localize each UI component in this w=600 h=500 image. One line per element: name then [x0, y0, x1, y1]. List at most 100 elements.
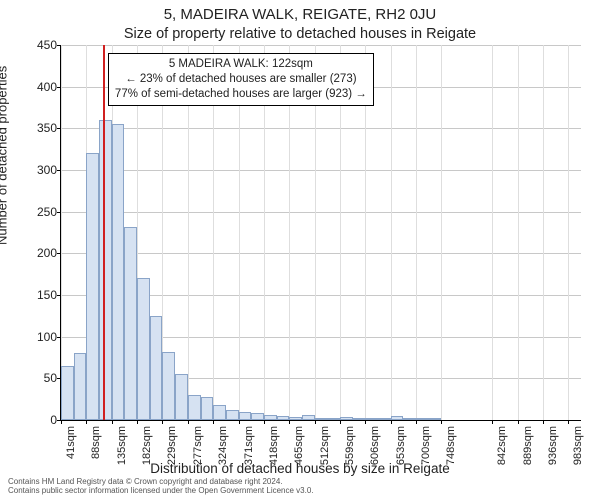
- xtick-label: 88sqm: [90, 426, 102, 459]
- xtick-label: 653sqm: [395, 426, 407, 465]
- ytick-label: 450: [37, 38, 57, 52]
- xtick-label: 700sqm: [420, 426, 432, 465]
- gridline-h: [61, 212, 581, 213]
- chart-container: 5, MADEIRA WALK, REIGATE, RH2 0JU Size o…: [0, 0, 600, 500]
- histogram-bar: [201, 397, 214, 420]
- histogram-bar: [391, 416, 404, 420]
- histogram-bar: [112, 124, 125, 420]
- xtick-mark: [86, 420, 87, 424]
- histogram-bar: [365, 418, 378, 421]
- gridline-v: [543, 45, 544, 420]
- xtick-label: 324sqm: [217, 426, 229, 465]
- gridline-h: [61, 170, 581, 171]
- histogram-bar: [315, 418, 328, 421]
- ytick-label: 350: [37, 121, 57, 135]
- ytick-label: 100: [37, 330, 57, 344]
- xtick-label: 936sqm: [547, 426, 559, 465]
- annotation-line: 77% of semi-detached houses are larger (…: [115, 87, 367, 102]
- xtick-label: 135sqm: [116, 426, 128, 465]
- histogram-bar: [416, 418, 429, 420]
- xtick-label: 842sqm: [496, 426, 508, 465]
- ytick-label: 0: [50, 413, 57, 427]
- gridline-v: [518, 45, 519, 420]
- gridline-h: [61, 45, 581, 46]
- plot-area: 05010015020025030035040045041sqm88sqm135…: [60, 45, 581, 421]
- ytick-label: 50: [44, 371, 57, 385]
- histogram-bar: [74, 353, 87, 420]
- xtick-mark: [137, 420, 138, 424]
- histogram-bar: [327, 418, 340, 421]
- histogram-bar: [429, 418, 442, 420]
- xtick-mark: [264, 420, 265, 424]
- histogram-bar: [124, 227, 137, 420]
- xtick-label: 983sqm: [572, 426, 584, 465]
- x-axis-label: Distribution of detached houses by size …: [0, 461, 600, 476]
- histogram-bar: [403, 418, 416, 420]
- xtick-mark: [568, 420, 569, 424]
- xtick-mark: [239, 420, 240, 424]
- gridline-h: [61, 253, 581, 254]
- xtick-label: 229sqm: [166, 426, 178, 465]
- histogram-bar: [264, 415, 277, 420]
- xtick-mark: [518, 420, 519, 424]
- gridline-v: [391, 45, 392, 420]
- footer-line-1: Contains HM Land Registry data © Crown c…: [8, 477, 283, 486]
- gridline-v: [492, 45, 493, 420]
- xtick-label: 41sqm: [65, 426, 77, 459]
- xtick-label: 606sqm: [369, 426, 381, 465]
- gridline-v: [441, 45, 442, 420]
- ytick-label: 150: [37, 288, 57, 302]
- xtick-mark: [391, 420, 392, 424]
- xtick-mark: [365, 420, 366, 424]
- histogram-bar: [213, 405, 226, 420]
- xtick-mark: [162, 420, 163, 424]
- xtick-label: 371sqm: [243, 426, 255, 465]
- xtick-label: 889sqm: [522, 426, 534, 465]
- histogram-bar: [378, 418, 391, 420]
- xtick-mark: [61, 420, 62, 424]
- xtick-mark: [416, 420, 417, 424]
- ytick-label: 250: [37, 205, 57, 219]
- histogram-bar: [86, 153, 99, 420]
- histogram-bar: [226, 410, 239, 420]
- xtick-mark: [492, 420, 493, 424]
- marker-line: [103, 45, 105, 420]
- chart-subtitle: Size of property relative to detached ho…: [0, 26, 600, 42]
- histogram-bar: [162, 352, 175, 420]
- xtick-label: 182sqm: [141, 426, 153, 465]
- xtick-mark: [543, 420, 544, 424]
- xtick-label: 277sqm: [192, 426, 204, 465]
- ytick-label: 400: [37, 80, 57, 94]
- gridline-h: [61, 128, 581, 129]
- gridline-v: [568, 45, 569, 420]
- footer-attribution: Contains HM Land Registry data © Crown c…: [8, 477, 314, 496]
- histogram-bar: [353, 418, 366, 420]
- histogram-bar: [61, 366, 74, 420]
- annotation-line: 5 MADEIRA WALK: 122sqm: [115, 57, 367, 72]
- gridline-v: [61, 45, 62, 420]
- xtick-mark: [289, 420, 290, 424]
- xtick-mark: [441, 420, 442, 424]
- annotation-box: 5 MADEIRA WALK: 122sqm← 23% of detached …: [108, 53, 374, 106]
- histogram-bar: [277, 416, 290, 420]
- xtick-mark: [340, 420, 341, 424]
- chart-title: 5, MADEIRA WALK, REIGATE, RH2 0JU: [0, 6, 600, 23]
- histogram-bar: [340, 417, 353, 420]
- histogram-bar: [175, 374, 188, 420]
- ytick-label: 200: [37, 246, 57, 260]
- histogram-bar: [137, 278, 150, 420]
- histogram-bar: [251, 413, 264, 420]
- y-axis-label: Number of detached properties: [0, 66, 10, 245]
- xtick-label: 512sqm: [319, 426, 331, 465]
- xtick-mark: [315, 420, 316, 424]
- xtick-label: 559sqm: [344, 426, 356, 465]
- histogram-bar: [302, 415, 315, 420]
- gridline-v: [416, 45, 417, 420]
- histogram-bar: [150, 316, 163, 420]
- histogram-bar: [188, 395, 201, 420]
- xtick-label: 465sqm: [293, 426, 305, 465]
- xtick-mark: [213, 420, 214, 424]
- histogram-bar: [289, 417, 302, 420]
- xtick-label: 418sqm: [268, 426, 280, 465]
- xtick-label: 748sqm: [445, 426, 457, 465]
